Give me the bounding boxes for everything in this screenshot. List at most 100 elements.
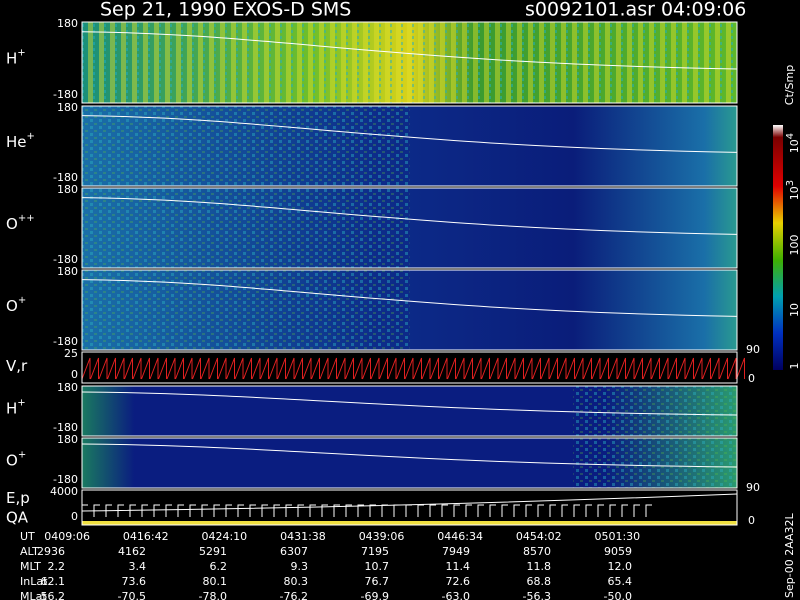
cell: 0501:30 [594, 530, 640, 543]
y-tick-label: 180 [57, 433, 78, 446]
panel-label-text: V,r [6, 356, 28, 374]
panel-label-2: QA [6, 509, 29, 527]
panel-label-sup: ++ [18, 213, 35, 224]
cell: 76.7 [365, 575, 390, 588]
colorbar-tick: 104 [785, 133, 800, 153]
colorbar-tick-text: 1 [788, 363, 800, 370]
panel-frame [81, 351, 738, 384]
cell: 10.7 [365, 560, 390, 573]
cell: 9059 [604, 545, 632, 558]
panel-label-sup: + [18, 295, 26, 306]
cell: 2.2 [48, 560, 66, 573]
title: Sep 21, 1990 EXOS-D SMS [100, 0, 351, 21]
panel-label-text: E,p [6, 489, 30, 507]
cell: 0446:34 [437, 530, 483, 543]
panel-label-sup: + [17, 398, 25, 409]
colorbar-tick-sup: 4 [785, 133, 796, 139]
y2-tick-label: 90 [746, 343, 760, 356]
y-tick-label: 4000 [50, 485, 78, 498]
cell: 68.8 [527, 575, 552, 588]
row-label: MLT [20, 560, 41, 573]
cell: 9.3 [291, 560, 309, 573]
stripes [82, 188, 410, 268]
footer: Sep-00 2AA32L [783, 512, 796, 598]
panel-label-text: O [6, 451, 18, 469]
panel-label-sup: + [17, 47, 25, 58]
cell: 7195 [361, 545, 389, 558]
y-tick-label: 0 [71, 510, 78, 523]
y-tick-label: -180 [53, 253, 78, 266]
cell: 0416:42 [123, 530, 169, 543]
pitch-curve [81, 115, 738, 153]
cell: -63.0 [442, 590, 470, 600]
panel-label: V,r [6, 356, 28, 374]
cell: 80.3 [284, 575, 309, 588]
y-tick-label: -180 [53, 171, 78, 184]
y-tick-label: -180 [53, 88, 78, 101]
pitch-curve [81, 197, 738, 235]
cell: 0454:02 [516, 530, 562, 543]
y-tick-label: -180 [53, 421, 78, 434]
velocity-trace [81, 357, 745, 380]
cell: 8570 [523, 545, 551, 558]
colorbar-tick: 103 [785, 180, 800, 200]
row-label: MLat [20, 590, 47, 600]
pitch-curve [81, 391, 738, 416]
stripes [82, 270, 410, 350]
colorbar-tick: 1 [788, 363, 800, 370]
y-tick-label: 180 [57, 17, 78, 30]
file-time: s0092101.asr 04:09:06 [525, 0, 746, 21]
panel-label-text: O [6, 215, 18, 233]
cell: 62.1 [41, 575, 66, 588]
row-label: ALT [20, 545, 39, 558]
y2-tick-label: 90 [746, 481, 760, 494]
panel-label: O+ [6, 450, 26, 470]
panel-label-text: H [6, 399, 17, 417]
stripes [82, 106, 410, 186]
panel-label: He+ [6, 131, 35, 151]
colorbar-tick-text: 100 [788, 235, 800, 256]
panel-frame [81, 489, 738, 526]
panel-frame [81, 187, 738, 269]
panel-frame [81, 269, 738, 351]
row-label: InLat [20, 575, 48, 588]
cell: 12.0 [608, 560, 633, 573]
cell: 5291 [199, 545, 227, 558]
panel-label: O+ [6, 295, 26, 315]
panel-frame [81, 105, 738, 187]
pitch-curve [81, 31, 738, 70]
colorbar-unit: Ct/Smp [783, 65, 796, 105]
cell: 80.1 [203, 575, 228, 588]
panel-frame [81, 437, 738, 489]
panel-label-text: He [6, 133, 27, 151]
cell: -56.3 [523, 590, 551, 600]
cell: 6307 [280, 545, 308, 558]
y-tick-label: -180 [53, 473, 78, 486]
colorbar-tick-text: 10 [788, 186, 800, 200]
spectrogram [82, 490, 737, 525]
colorbar-tick-text: 10 [788, 139, 800, 153]
colorbar-tick-sup: 3 [785, 180, 796, 186]
cell: 73.6 [122, 575, 147, 588]
cell: 0424:10 [201, 530, 247, 543]
row-label: UT [20, 530, 35, 543]
cell: 4162 [118, 545, 146, 558]
y-tick-label: 180 [57, 381, 78, 394]
cell: -76.2 [280, 590, 308, 600]
colorbar-tick: 100 [788, 235, 800, 256]
y-tick-label: 180 [57, 183, 78, 196]
cell: 11.4 [446, 560, 471, 573]
cell: 65.4 [608, 575, 633, 588]
cell: 11.8 [527, 560, 552, 573]
y-tick-label: 180 [57, 265, 78, 278]
cell: -69.9 [361, 590, 389, 600]
y-tick-label: 0 [71, 368, 78, 381]
y2-tick-label: 0 [748, 514, 755, 527]
panel-label: H+ [6, 398, 26, 418]
cell: 0409:06 [44, 530, 90, 543]
cell: 7949 [442, 545, 470, 558]
panel-frame [81, 385, 738, 437]
cell: 6.2 [210, 560, 228, 573]
